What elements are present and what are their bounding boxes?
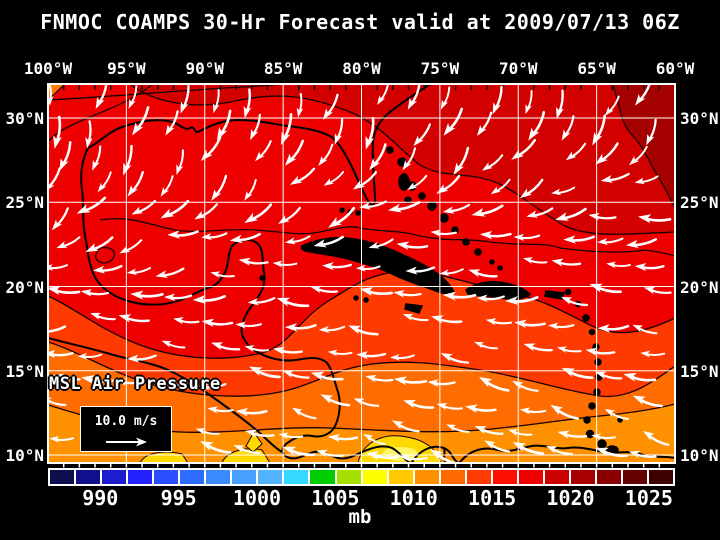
bottom-degree-ticks: [62, 464, 661, 468]
colorbar-ticks: 990 995 1000 1005 1010 1015 1020 1025: [0, 486, 720, 510]
colorbar-segment: [492, 470, 517, 484]
lat-label-left: 25°N: [5, 193, 44, 213]
lat-label-left: 10°N: [5, 446, 44, 465]
top-degree-ticks: [62, 84, 661, 90]
lat-label-right: 30°N: [680, 109, 719, 128]
wind-scale-arrow-icon: [106, 437, 147, 447]
colorbar-segment: [570, 470, 595, 484]
pressure-patch-dark-ne: [611, 84, 675, 209]
pressure-wedge-nw: [48, 84, 66, 101]
colorbar-unit: mb: [348, 506, 372, 528]
colorbar-segment: [544, 470, 569, 484]
lon-label: 80°W: [342, 59, 381, 78]
colorbar-segment: [596, 470, 622, 484]
colorbar-tick-label: 1015: [468, 486, 517, 510]
colorbar-tick-label: 990: [82, 486, 119, 510]
colorbar: [48, 468, 675, 486]
colorbar-segment: [440, 470, 465, 484]
lat-label-right: 15°N: [680, 361, 719, 381]
colorbar-tick-label: 1010: [389, 486, 438, 510]
lat-label-right: 10°N: [680, 446, 719, 465]
colorbar-tick-label: 1020: [546, 486, 595, 510]
colorbar-tick-label: 1000: [232, 486, 282, 510]
colorbar-segment: [128, 470, 153, 484]
lon-label: 95°W: [107, 59, 146, 78]
colorbar-segment: [102, 470, 127, 484]
colorbar-segment: [206, 470, 231, 484]
colorbar-segment: [414, 470, 439, 484]
map-border: [47, 83, 676, 464]
colorbar-segment: [649, 470, 674, 484]
colorbar-segment: [284, 470, 309, 484]
colorbar-segment: [518, 470, 543, 484]
colorbar-segment: [466, 470, 491, 484]
colorbar-tick-label: 1025: [624, 486, 673, 510]
pressure-band-medium-red: [130, 84, 675, 235]
lon-label: 70°W: [498, 59, 538, 78]
colorbar-segment: [50, 470, 75, 484]
wind-scale-value: 10.0 m/s: [94, 414, 158, 429]
colorbar-tick-label: 995: [160, 486, 197, 510]
colorbar-tick-label: 1005: [311, 486, 360, 510]
lon-label: 90°W: [185, 59, 225, 78]
colorbar-segment: [154, 470, 179, 484]
wind-scale-legend: 10.0 m/s: [80, 406, 172, 452]
lon-label: 100°W: [23, 59, 73, 78]
lat-label-right: 25°N: [680, 193, 719, 213]
colorbar-segment: [180, 470, 205, 484]
colorbar-segment: [362, 470, 387, 484]
lon-label: 65°W: [577, 59, 616, 78]
lat-label-left: 30°N: [5, 109, 44, 128]
colorbar-segment: [258, 470, 283, 484]
lat-label-right: 20°N: [680, 277, 719, 297]
colorbar-segment: [388, 470, 413, 484]
colorbar-segment: [232, 470, 257, 484]
lat-label-left: 15°N: [5, 361, 44, 381]
colorbar-segment: [623, 470, 648, 484]
colorbar-segment: [336, 470, 361, 484]
lon-label: 60°W: [655, 59, 695, 78]
lon-label: 75°W: [420, 59, 460, 78]
lat-label-left: 20°N: [5, 277, 44, 297]
colorbar-segment: [76, 470, 101, 484]
pressure-patch-yellow: [245, 431, 263, 453]
chart-title: FNMOC COAMPS 30-Hr Forecast valid at 200…: [40, 10, 680, 34]
colorbar-segment: [310, 470, 335, 484]
field-label: MSL Air Pressure: [49, 374, 221, 394]
lon-label: 85°W: [263, 59, 303, 78]
